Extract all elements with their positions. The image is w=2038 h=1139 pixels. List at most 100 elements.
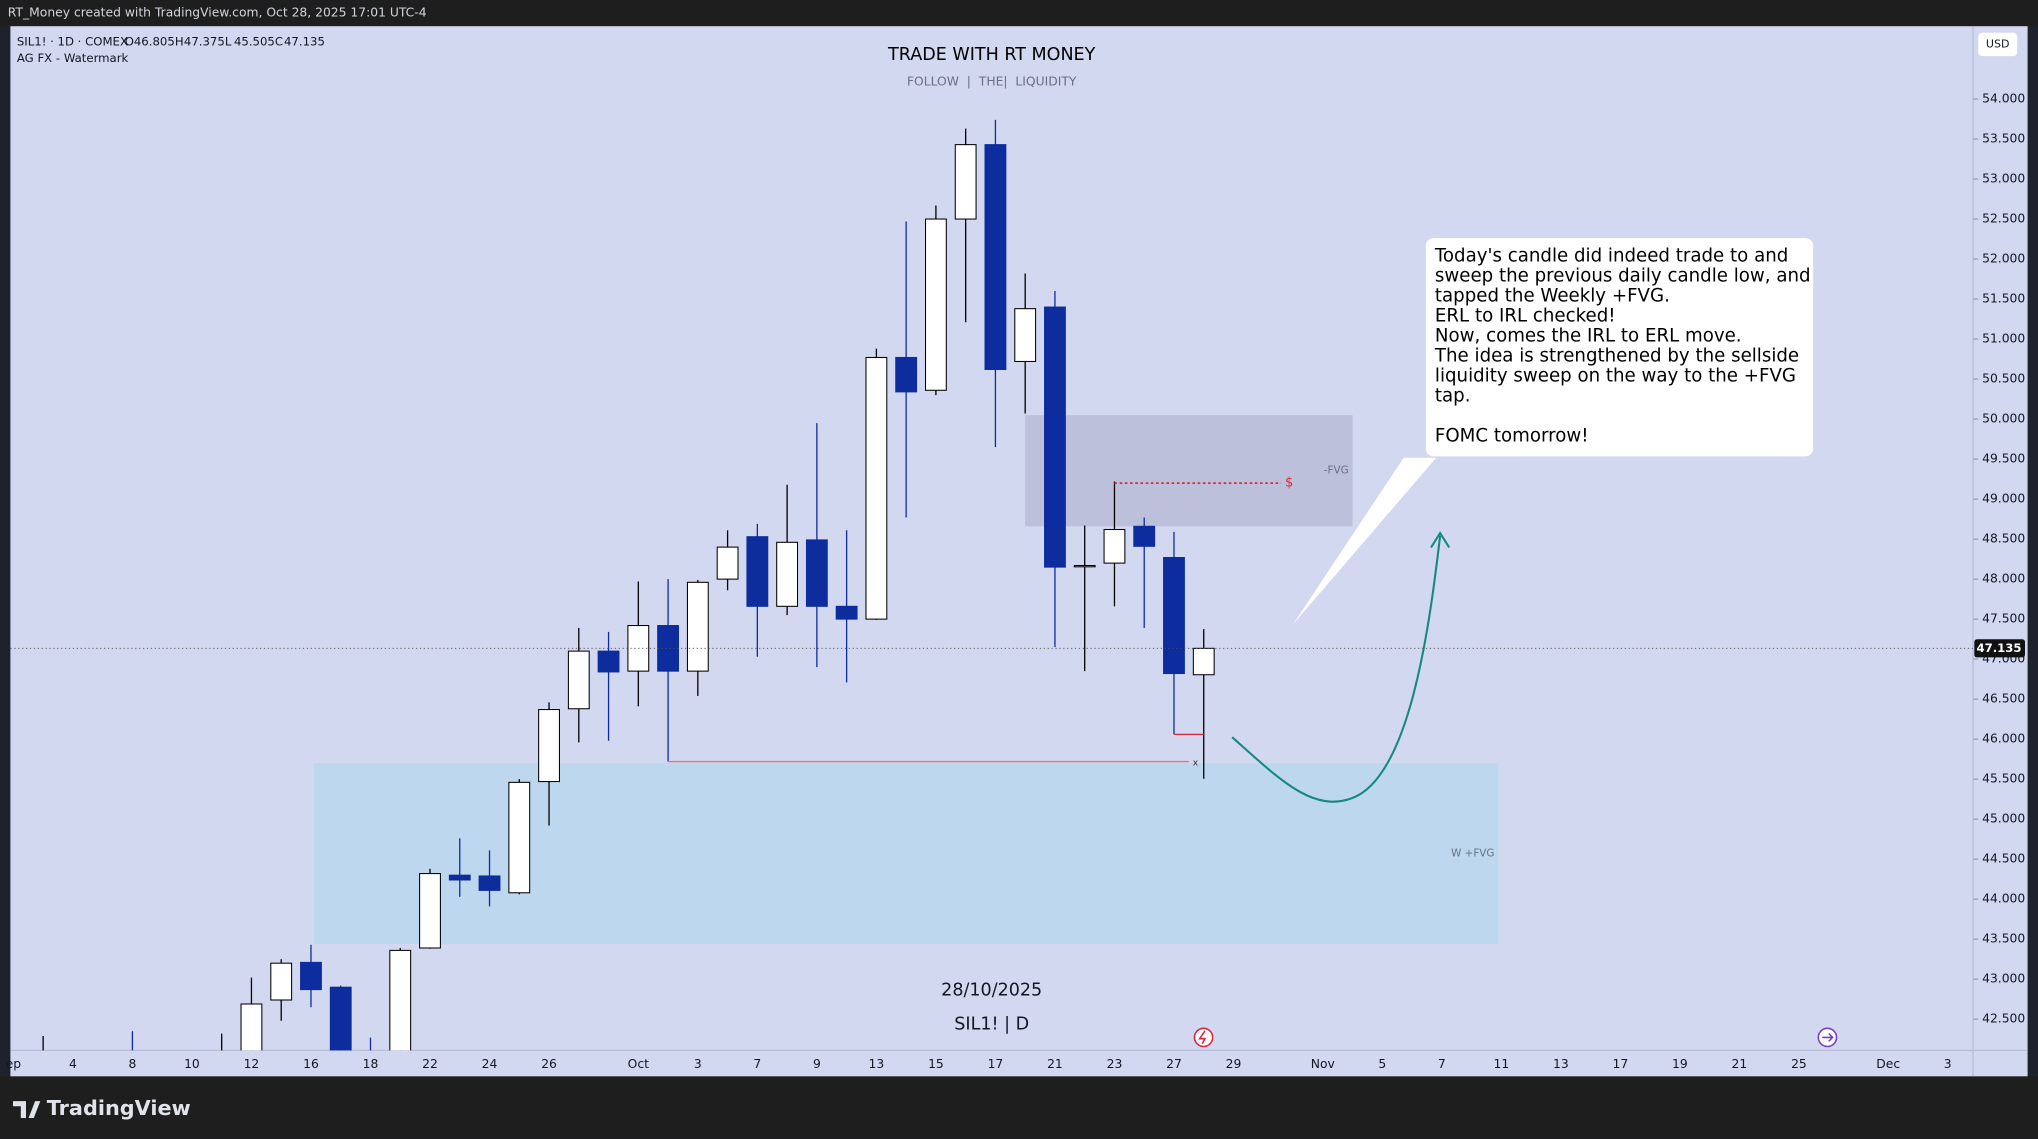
last-price-label: 47.135	[1976, 641, 2021, 655]
x-tick-label: 19	[1672, 1057, 1688, 1071]
x-tick-label: 18	[363, 1057, 379, 1071]
x-tick-label: 17	[1613, 1057, 1629, 1071]
candle-body	[805, 539, 828, 607]
candle-body	[300, 961, 322, 991]
y-tick-label: 52.000	[1982, 252, 2025, 266]
callout-text: Today's candle did indeed trade to andsw…	[1434, 245, 1811, 446]
legend-values: O 46.805 H 47.375 L 45.505 C 47.135	[125, 34, 325, 48]
candle-body	[448, 874, 471, 881]
candle-body	[329, 986, 352, 1051]
candle-body	[776, 541, 799, 607]
legend-indicator: AG FX - Watermark	[17, 51, 129, 65]
arrow-head	[1430, 531, 1451, 548]
x-tick-label: 7	[753, 1057, 761, 1071]
event-icon[interactable]	[1193, 1027, 1214, 1048]
callout-line: sweep the previous daily candle low, and	[1435, 265, 1811, 286]
candle-body	[1192, 647, 1215, 676]
candle-body	[1044, 306, 1066, 568]
level-label: $	[1285, 476, 1293, 491]
candle-body	[1073, 564, 1096, 568]
candle-body	[1133, 525, 1156, 547]
x-tick-label: 3	[1944, 1057, 1952, 1071]
candle-body	[567, 650, 590, 710]
x-tick-label: 24	[482, 1057, 498, 1071]
candle-body	[1103, 528, 1126, 564]
legend-symbol: SIL1! · 1D · COMEX	[17, 34, 128, 48]
x-tick-label: 15	[928, 1057, 944, 1071]
legend-field: O	[125, 34, 134, 48]
x-tick-label: Nov	[1311, 1057, 1335, 1071]
last-price-box	[1974, 639, 2026, 658]
y-tick-label: 45.500	[1982, 772, 2025, 786]
y-tick-label: 52.500	[1982, 212, 2025, 226]
footer-bar	[0, 1076, 2038, 1139]
x-tick-label: 26	[541, 1057, 557, 1071]
x-tick-label: 3	[694, 1057, 702, 1071]
x-tick-label: 17	[988, 1057, 1004, 1071]
candle-body	[597, 650, 620, 673]
watermark-date: 28/10/2025	[941, 981, 1042, 1001]
header-bar	[0, 0, 2038, 27]
legend-value: 47.135	[284, 34, 325, 48]
candle-body	[1163, 556, 1185, 675]
currency-box	[1978, 32, 2018, 57]
candle-body	[686, 581, 709, 672]
x-tick-label: Oct	[628, 1057, 649, 1071]
projection-arrow	[1231, 535, 1442, 803]
candle-body	[835, 605, 858, 620]
chart-subtitle: FOLLOW | THE| LIQUIDITY	[907, 75, 1077, 89]
header-text: RT_Money created with TradingView.com, O…	[8, 6, 427, 20]
currency-label: USD	[1986, 37, 2010, 50]
candle-body	[716, 546, 739, 580]
x-tick-label: 4	[69, 1057, 77, 1071]
x-tick-label: 8	[128, 1057, 136, 1071]
y-tick-label: 51.000	[1982, 332, 2025, 346]
x-tick-label: 23	[1107, 1057, 1123, 1071]
candle-body	[478, 875, 501, 891]
y-tick-label: 46.000	[1982, 732, 2025, 746]
candle-body	[865, 356, 888, 620]
y-tick-label: 44.500	[1982, 852, 2025, 866]
x-tick-label: 13	[869, 1057, 885, 1071]
callout-line: Today's candle did indeed trade to and	[1434, 245, 1788, 266]
candle-body	[924, 218, 947, 391]
x-tick-label: 29	[1226, 1057, 1242, 1071]
y-tick-label: 48.500	[1982, 532, 2025, 546]
callout-line: Now, comes the IRL to ERL move.	[1435, 325, 1742, 346]
x-tick-label: 9	[813, 1057, 821, 1071]
legend-value: 47.375	[184, 34, 225, 48]
candle-body	[746, 536, 769, 607]
callout-line: The idea is strengthened by the sellside	[1434, 345, 1799, 366]
y-tick-label: 49.000	[1982, 492, 2025, 506]
x-tick-label: 5	[1378, 1057, 1386, 1071]
y-tick-label: 44.000	[1982, 892, 2025, 906]
y-tick-label: 53.500	[1982, 132, 2025, 146]
candle-body	[240, 1003, 263, 1051]
zone-label: W +FVG	[1451, 848, 1494, 860]
x-tick-label: 10	[184, 1057, 200, 1071]
callout-line: FOMC tomorrow!	[1435, 425, 1589, 446]
y-tick-label: 51.500	[1982, 292, 2025, 306]
event-icon-glyph	[1822, 1032, 1834, 1042]
watermark-symbol: SIL1! | D	[954, 1014, 1029, 1034]
candle-body	[657, 625, 679, 672]
legend-field: L	[225, 34, 232, 48]
y-tick-label: 53.000	[1982, 172, 2025, 186]
candle-body	[270, 962, 293, 1001]
x-tick-label: 16	[303, 1057, 319, 1071]
x-tick-label: 27	[1166, 1057, 1182, 1071]
x-tick-label: Dec	[1876, 1057, 1900, 1071]
logo-text: TradingView	[47, 1096, 191, 1120]
x-tick-label: 12	[244, 1057, 260, 1071]
x-tick-label: 22	[422, 1057, 438, 1071]
chart-title: TRADE WITH RT MONEY	[887, 45, 1096, 65]
callout-line: liquidity sweep on the way to the +FVG	[1435, 365, 1796, 386]
y-tick-label: 50.500	[1982, 372, 2025, 386]
y-tick-label: 49.500	[1982, 452, 2025, 466]
x-tick-label: 21	[1047, 1057, 1063, 1071]
callout-line: tapped the Weekly +FVG.	[1435, 285, 1670, 306]
y-tick-label: 48.000	[1982, 572, 2025, 586]
y-tick-label: 42.500	[1982, 1012, 2025, 1026]
